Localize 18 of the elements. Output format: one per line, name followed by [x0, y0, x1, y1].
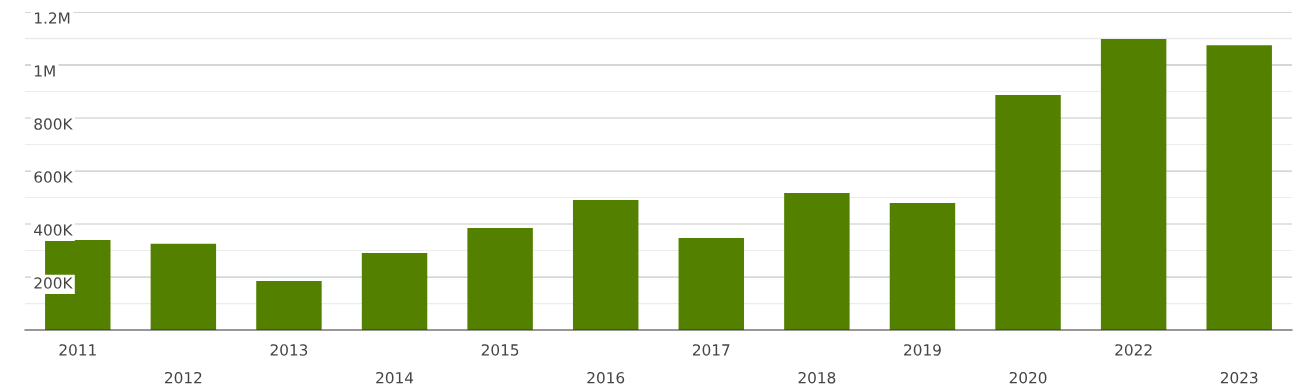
x-tick-label: 2019	[904, 344, 941, 356]
x-tick-label: 2020	[1009, 371, 1047, 384]
y-tick-label: 1M	[35, 65, 55, 77]
x-tick-label: 2015	[481, 344, 519, 356]
y-tick-label: 800K	[34, 118, 73, 130]
x-tick-label: 2018	[798, 371, 836, 384]
x-tick-label: 2017	[692, 344, 730, 356]
x-tick-label: 2014	[376, 371, 414, 384]
y-tick-label: 200K	[34, 277, 73, 289]
x-tick-label: 2022	[1115, 344, 1152, 356]
y-tick-label: 400K	[34, 224, 73, 236]
x-tick-label: 2023	[1220, 371, 1258, 384]
x-tick-label: 2016	[587, 371, 625, 384]
x-tick-label: 2012	[165, 371, 202, 384]
x-tick-label: 2011	[59, 344, 96, 356]
x-tick-label: 2013	[270, 344, 308, 356]
y-tick-label: 600K	[34, 171, 73, 183]
y-tick-label: 1.2M	[35, 12, 70, 24]
